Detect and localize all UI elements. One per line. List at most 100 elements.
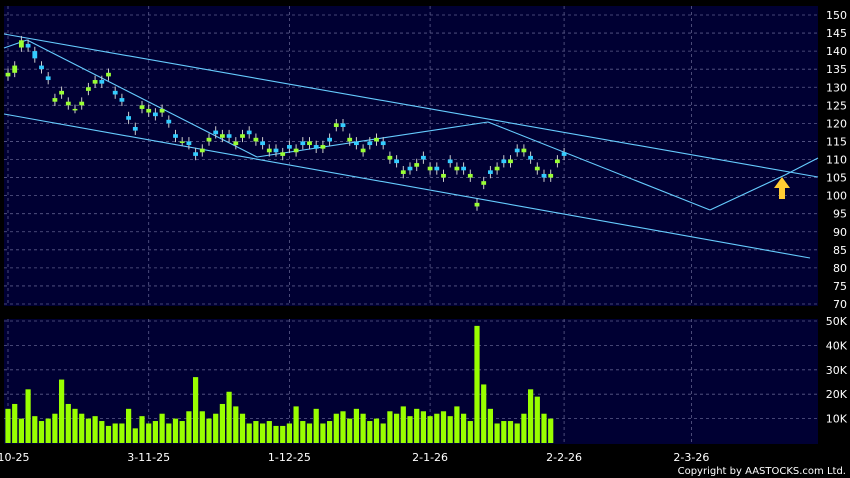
volume-bar: [373, 418, 380, 443]
candle-body: [394, 159, 399, 164]
volume-tick-label: 20K: [826, 388, 848, 401]
volume-bar: [534, 396, 540, 443]
volume-bar: [541, 413, 547, 443]
candle-body: [300, 141, 306, 146]
volume-bar: [481, 384, 487, 443]
price-tick-label: 85: [833, 244, 847, 257]
candle-body: [561, 152, 567, 156]
candle-body: [179, 141, 185, 143]
candle-body: [421, 155, 426, 160]
candle-body: [153, 112, 158, 117]
volume-bar: [400, 406, 406, 443]
candle-body: [233, 141, 239, 146]
candle-body: [400, 170, 406, 174]
volume-bar: [360, 413, 366, 443]
volume-bar: [548, 418, 554, 443]
candle-body: [367, 141, 373, 146]
candle-body: [246, 130, 252, 135]
volume-series: [5, 325, 554, 443]
trend-line: [784, 157, 819, 176]
volume-bar: [152, 421, 158, 443]
trend-line: [3, 33, 819, 178]
candle-body: [380, 141, 386, 146]
candle-body: [240, 134, 245, 138]
volume-axis-ticks: 10K 20K 30K 40K 50K: [826, 315, 848, 426]
price-tick-label: 135: [826, 63, 847, 76]
volume-bar: [159, 413, 165, 443]
candle-body: [501, 159, 507, 164]
candle-body: [12, 65, 18, 73]
candle-body: [52, 98, 58, 102]
up-arrow-icon: [774, 177, 790, 199]
volume-bar: [280, 425, 286, 443]
volume-bar: [38, 421, 45, 443]
price-panel-background: [4, 6, 818, 306]
candle-body: [99, 80, 105, 84]
candle-body: [213, 130, 219, 135]
candle-body: [106, 72, 111, 77]
volume-bar: [112, 423, 118, 443]
candle-body: [333, 123, 339, 127]
volume-bar: [146, 423, 152, 443]
date-tick-label: 3-11-25: [127, 451, 170, 464]
volume-bar: [394, 413, 400, 443]
candle-body: [32, 51, 38, 59]
volume-bar: [126, 408, 132, 443]
volume-bar: [105, 425, 112, 443]
candle-body: [347, 137, 353, 142]
volume-bar: [494, 423, 500, 443]
candle-body: [555, 159, 560, 164]
price-tick-label: 80: [833, 262, 847, 275]
volume-bar: [193, 377, 199, 443]
volume-bar: [85, 418, 91, 443]
volume-bar: [467, 421, 473, 443]
candle-body: [79, 101, 85, 106]
candle-body: [528, 155, 533, 160]
price-tick-label: 140: [826, 45, 847, 58]
price-axis-ticks: 70 75 80 85 90 95 100 105 110 115 120 125 130 135 140 1…: [826, 9, 847, 311]
candle-body: [173, 134, 178, 138]
volume-bar: [306, 423, 313, 443]
candle-body: [112, 90, 118, 95]
volume-bar: [132, 428, 138, 443]
volume-bar: [186, 411, 192, 443]
copyright-text: Copyright by AASTOCKS.com Ltd.: [678, 466, 846, 477]
candle-body: [447, 159, 453, 164]
candle-body: [273, 148, 279, 153]
candle-body: [387, 155, 393, 160]
price-tick-label: 90: [833, 226, 847, 239]
trend-line: [709, 174, 786, 211]
candle-body: [514, 148, 520, 153]
price-tick-label: 125: [826, 99, 847, 112]
volume-bar: [387, 411, 393, 443]
volume-bar: [327, 421, 333, 443]
volume-bar: [487, 408, 493, 443]
date-tick-label: 2-10-25: [0, 451, 29, 464]
volume-bar: [219, 403, 225, 443]
candle-body: [354, 141, 359, 146]
candle-body: [360, 148, 366, 153]
volume-bar: [420, 411, 426, 443]
volume-bar: [521, 413, 527, 443]
volume-bar: [253, 421, 259, 443]
candle-body: [226, 134, 232, 138]
candle-body: [320, 145, 326, 149]
volume-tick-label: 10K: [826, 413, 848, 426]
volume-bar: [239, 413, 246, 443]
volume-bar: [233, 406, 239, 443]
candle-body: [199, 148, 205, 153]
volume-bar: [440, 411, 447, 443]
candle-body: [467, 173, 473, 178]
candle-body: [474, 202, 480, 207]
candle-body: [461, 166, 466, 171]
volume-bar: [340, 411, 346, 443]
volume-bar: [79, 413, 85, 443]
candle-body: [19, 40, 24, 48]
price-tick-label: 110: [826, 154, 847, 167]
volume-bar: [528, 389, 534, 443]
candle-body: [25, 43, 31, 48]
grid-lines: [4, 6, 818, 444]
volume-bar: [501, 421, 507, 443]
volume-bar: [25, 389, 31, 443]
